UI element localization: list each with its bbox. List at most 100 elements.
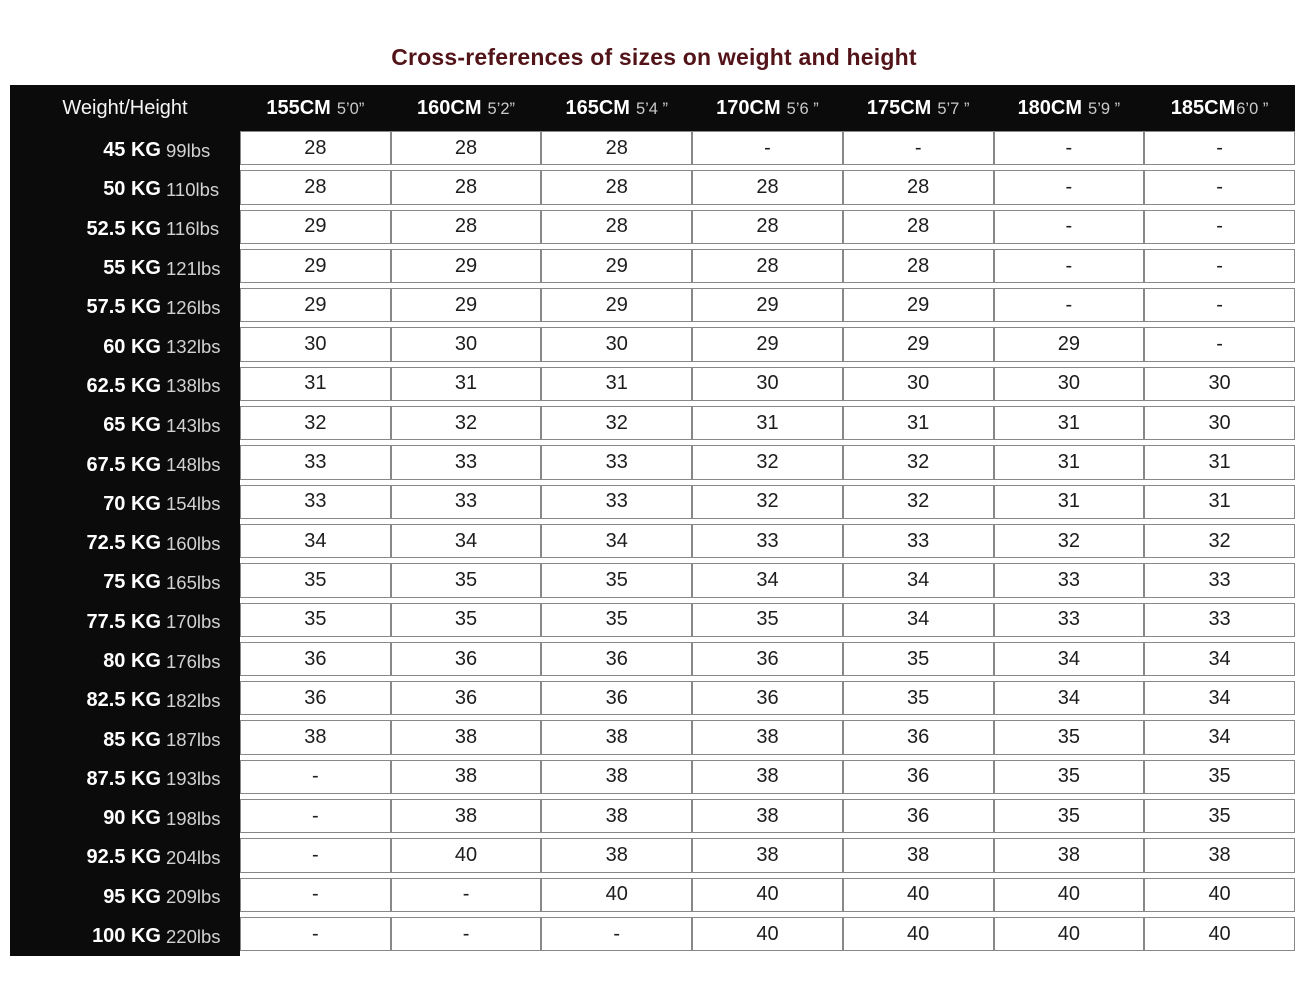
size-value-cell: 35 bbox=[240, 563, 391, 598]
height-column-header: 180CM 5’9 ” bbox=[994, 97, 1145, 120]
weight-row-header: 72.5 KG 160lbs bbox=[10, 523, 240, 564]
size-value-cell: 28 bbox=[541, 170, 693, 205]
size-value-cell: 33 bbox=[993, 563, 1145, 598]
weight-lbs-label: 138lbs bbox=[166, 375, 221, 397]
size-value-cell: 38 bbox=[692, 720, 843, 755]
size-value-cell: 32 bbox=[692, 445, 843, 480]
weight-lbs-label: 176lbs bbox=[166, 650, 221, 672]
weight-lbs-label: 220lbs bbox=[166, 925, 221, 947]
size-value-cell: - bbox=[1144, 131, 1295, 166]
size-value-cell: 40 bbox=[692, 916, 843, 952]
size-value-cell: 33 bbox=[692, 523, 843, 559]
size-value-cell: 38 bbox=[390, 720, 542, 755]
size-value-cell: 29 bbox=[842, 288, 994, 323]
height-column-header: 160CM 5’2” bbox=[391, 97, 542, 120]
weight-kg-label: 90 KG bbox=[103, 807, 161, 830]
weight-kg-label: 62.5 KG bbox=[86, 374, 161, 397]
size-value-cell: 29 bbox=[692, 288, 843, 323]
size-value-cell: 28 bbox=[842, 248, 994, 284]
height-cm-label: 170CM bbox=[716, 96, 781, 119]
size-value-cell: - bbox=[842, 131, 994, 166]
size-value-cell: 36 bbox=[390, 641, 542, 677]
height-feet-label: 5’9 ” bbox=[1088, 99, 1121, 118]
size-value-cell: 29 bbox=[240, 248, 391, 284]
weight-kg-label: 52.5 KG bbox=[86, 217, 161, 240]
size-value-cell: 33 bbox=[390, 484, 542, 519]
table-row: 85 KG 187lbs 38 38 38 38 36 35 34 bbox=[10, 720, 1295, 760]
size-value-cell: 35 bbox=[692, 602, 843, 637]
size-value-cell: 30 bbox=[1144, 406, 1295, 441]
weight-kg-label: 70 KG bbox=[103, 492, 161, 515]
weight-kg-label: 72.5 KG bbox=[86, 532, 161, 555]
weight-row-header: 82.5 KG 182lbs bbox=[10, 681, 240, 721]
weight-lbs-label: 193lbs bbox=[166, 768, 221, 790]
weight-lbs-label: 116lbs bbox=[166, 218, 220, 240]
height-column-header: 165CM 5’4 ” bbox=[541, 97, 692, 120]
size-value-cell: 28 bbox=[842, 209, 994, 244]
weight-kg-label: 57.5 KG bbox=[86, 296, 161, 319]
size-value-cell: 34 bbox=[1144, 681, 1295, 716]
size-value-cell: 38 bbox=[1144, 838, 1295, 873]
size-value-cell: - bbox=[1144, 209, 1295, 244]
size-value-cell: 35 bbox=[993, 799, 1145, 834]
size-value-cell: 33 bbox=[541, 445, 693, 480]
table-row: 70 KG 154lbs 33 33 33 32 32 31 31 bbox=[10, 484, 1295, 524]
size-value-cell: 35 bbox=[842, 681, 994, 716]
size-value-cell: 28 bbox=[842, 170, 994, 205]
weight-kg-label: 50 KG bbox=[103, 178, 161, 201]
size-value-cell: 31 bbox=[240, 366, 391, 402]
size-value-cell: - bbox=[993, 248, 1145, 284]
size-value-cell: 38 bbox=[541, 759, 693, 795]
height-cm-label: 185CM bbox=[1170, 96, 1236, 119]
table-row: 67.5 KG 148lbs 33 33 33 32 32 31 31 bbox=[10, 445, 1295, 485]
size-value-cell: 35 bbox=[842, 641, 994, 677]
size-value-cell: 38 bbox=[240, 720, 391, 755]
weight-row-header: 85 KG 187lbs bbox=[10, 720, 240, 760]
size-value-cell: 33 bbox=[240, 445, 391, 480]
weight-row-header: 57.5 KG 126lbs bbox=[10, 288, 240, 328]
size-value-cell: 29 bbox=[541, 288, 693, 323]
table-row: 80 KG 176lbs 36 36 36 36 35 34 34 bbox=[10, 641, 1295, 682]
size-value-cell: 29 bbox=[692, 327, 843, 362]
height-feet-label: 5’6 ” bbox=[786, 99, 819, 118]
size-value-cell: 28 bbox=[240, 170, 391, 205]
size-value-cell: 29 bbox=[842, 327, 994, 362]
weight-kg-label: 60 KG bbox=[103, 335, 161, 358]
table-row: 100 KG 220lbs - - -40 40 40 40 bbox=[10, 916, 1295, 957]
table-row: 90 KG 198lbs -38 38 38 36 35 35 bbox=[10, 799, 1295, 839]
size-value-cell: - bbox=[240, 759, 391, 795]
height-column-header: 155CM 5’0” bbox=[240, 97, 391, 120]
size-value-cell: 36 bbox=[692, 681, 843, 716]
weight-kg-label: 45 KG bbox=[103, 139, 161, 162]
size-value-cell: 40 bbox=[390, 838, 542, 873]
size-value-cell: 31 bbox=[692, 406, 843, 441]
weight-row-header: 87.5 KG 193lbs bbox=[10, 759, 240, 800]
table-row: 82.5 KG 182lbs 36 36 36 36 35 34 34 bbox=[10, 681, 1295, 721]
size-value-cell: 33 bbox=[1144, 563, 1295, 598]
page-title: Cross-references of sizes on weight and … bbox=[391, 44, 917, 70]
size-value-cell: - bbox=[240, 799, 391, 834]
table-body: 45 KG 99lbs 28 28 28- - - - 50 KG 110lbs 28 28… bbox=[10, 131, 1295, 957]
table-row: 52.5 KG 116lbs 29 28 28 28 28- - bbox=[10, 209, 1295, 249]
size-value-cell: 38 bbox=[692, 838, 843, 873]
weight-lbs-label: 99lbs bbox=[166, 139, 211, 161]
size-value-cell: 35 bbox=[541, 563, 693, 598]
table-row: 95 KG 209lbs - -40 40 40 40 40 bbox=[10, 877, 1295, 917]
size-value-cell: 32 bbox=[842, 484, 994, 519]
size-value-cell: 30 bbox=[692, 366, 843, 402]
weight-row-header: 60 KG 132lbs bbox=[10, 327, 240, 367]
size-value-cell: 35 bbox=[390, 602, 542, 637]
size-value-cell: 34 bbox=[240, 523, 391, 559]
height-cm-label: 155CM bbox=[266, 96, 331, 119]
size-value-cell: 28 bbox=[692, 170, 843, 205]
size-value-cell: 36 bbox=[390, 681, 542, 716]
size-value-cell: 29 bbox=[541, 248, 693, 284]
size-value-cell: 33 bbox=[390, 445, 542, 480]
size-value-cell: 35 bbox=[390, 563, 542, 598]
size-value-cell: 30 bbox=[993, 366, 1145, 402]
size-value-cell: 28 bbox=[390, 131, 542, 166]
size-value-cell: - bbox=[993, 131, 1145, 166]
size-value-cell: 30 bbox=[390, 327, 542, 362]
weight-kg-label: 95 KG bbox=[103, 885, 161, 908]
size-value-cell: 28 bbox=[390, 209, 542, 244]
